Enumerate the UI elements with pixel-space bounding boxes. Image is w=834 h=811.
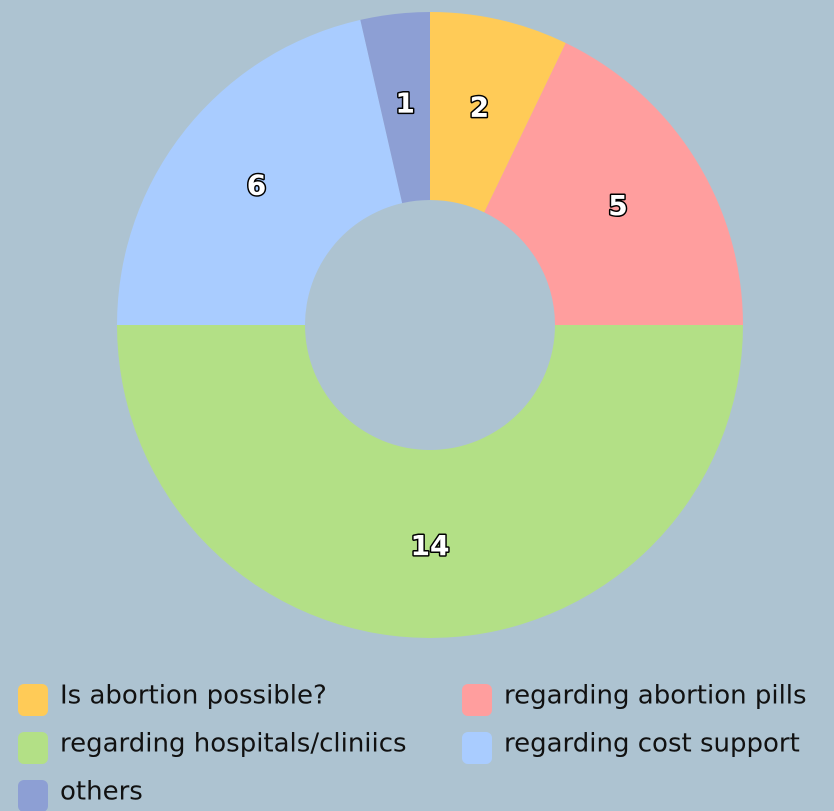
legend-swatch	[462, 684, 492, 716]
donut-slice	[360, 12, 430, 204]
data-label: 14	[411, 529, 450, 562]
donut-slice	[430, 12, 566, 213]
data-label: 6	[247, 169, 266, 202]
legend-label: regarding abortion pills	[504, 681, 807, 711]
data-label: 2	[470, 91, 489, 124]
legend-swatch	[18, 684, 48, 716]
legend-label: regarding hospitals/cliniics	[60, 729, 407, 759]
legend-label: others	[60, 777, 143, 807]
legend-label: Is abortion possible?	[60, 681, 327, 711]
legend-swatch	[18, 732, 48, 764]
donut-slice	[484, 42, 743, 326]
data-label: 1	[395, 86, 414, 119]
legend-swatch	[462, 732, 492, 764]
legend-swatch	[18, 780, 48, 811]
donut-slice	[117, 325, 743, 638]
data-label: 5	[608, 189, 627, 222]
legend-label: regarding cost support	[504, 729, 800, 759]
donut-slice	[117, 19, 403, 325]
